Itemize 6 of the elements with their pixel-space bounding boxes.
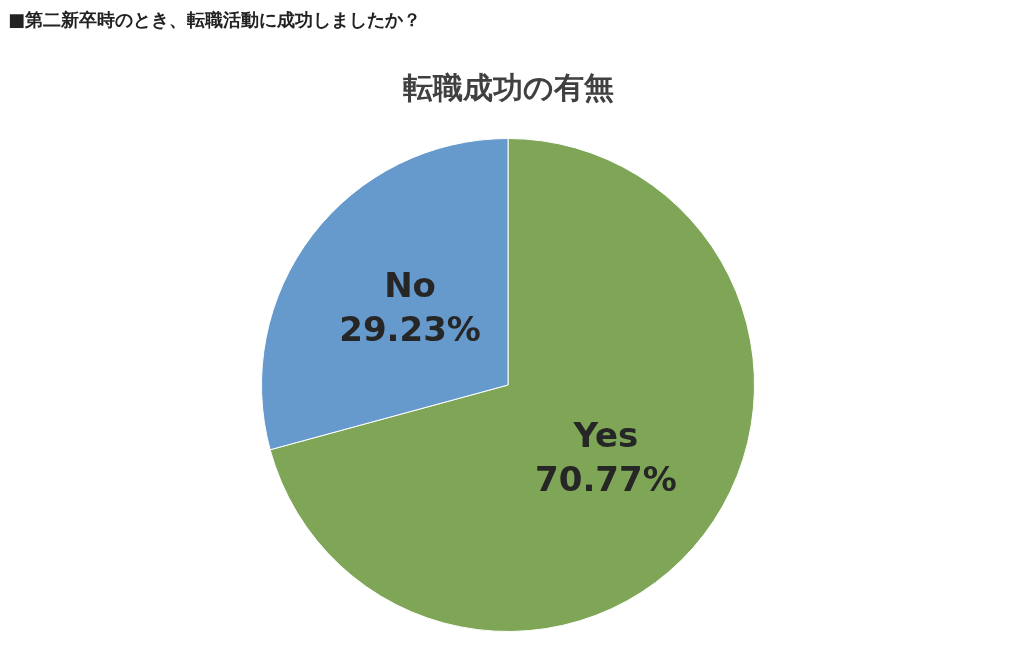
- chart-title: 転職成功の有無: [402, 69, 614, 105]
- slice-label: No: [384, 264, 436, 305]
- slice-label: Yes: [572, 414, 639, 455]
- data-label: 70.77%: [535, 458, 677, 499]
- chart-subtitle: ■第二新卒時のとき、転職活動に成功しましたか？: [8, 8, 422, 32]
- data-label: 29.23%: [339, 308, 481, 349]
